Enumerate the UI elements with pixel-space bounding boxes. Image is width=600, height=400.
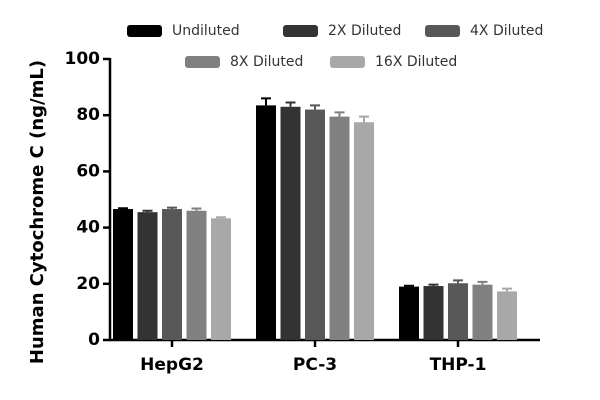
legend-label: 4X Diluted: [470, 23, 543, 39]
bar: [305, 109, 325, 340]
y-tick-label: 80: [76, 105, 100, 125]
bar: [354, 122, 374, 340]
legend-swatch: [127, 25, 162, 37]
legend-label: 2X Diluted: [328, 23, 401, 39]
error-bar: [118, 207, 128, 210]
bar: [448, 283, 468, 340]
error-bar: [428, 283, 439, 287]
error-bar: [453, 279, 463, 284]
bar: [137, 212, 158, 340]
bar: [497, 291, 517, 340]
bar: [162, 209, 182, 340]
error-bar: [285, 101, 296, 107]
error-bar: [359, 115, 369, 123]
legend-swatch: [185, 56, 220, 68]
error-bar: [142, 209, 153, 213]
y-axis-title: Human Cytochrome C (ng/mL): [27, 60, 48, 364]
error-bar: [261, 97, 271, 106]
error-bar: [167, 206, 177, 210]
error-bar: [477, 280, 488, 285]
legend-label: 8X Diluted: [230, 54, 303, 70]
bar: [280, 106, 301, 341]
bar: [423, 286, 444, 340]
legend-swatch: [425, 25, 460, 37]
y-tick-label: 100: [65, 49, 101, 69]
bar: [211, 218, 231, 340]
error-bar: [334, 111, 345, 117]
bar: [186, 210, 207, 340]
y-tick-label: 0: [88, 330, 100, 350]
bar: [472, 284, 493, 340]
legend-label: Undiluted: [172, 23, 240, 39]
error-bar: [502, 287, 512, 292]
error-bar: [404, 284, 414, 287]
y-tick-label: 20: [76, 274, 100, 294]
bar: [399, 286, 419, 340]
x-tick-label: HepG2: [140, 355, 204, 375]
bar: [256, 105, 276, 341]
error-bar: [191, 207, 202, 211]
x-tick-label: PC-3: [293, 355, 337, 375]
legend-swatch: [283, 25, 318, 37]
bar: [329, 116, 350, 340]
bar: [113, 209, 133, 340]
legend-label: 16X Diluted: [375, 54, 457, 70]
x-tick-label: THP-1: [430, 355, 487, 375]
y-tick-label: 60: [76, 161, 100, 181]
y-tick-label: 40: [76, 218, 100, 238]
error-bar: [310, 104, 320, 110]
error-bar: [216, 216, 226, 219]
legend-swatch: [330, 56, 365, 68]
